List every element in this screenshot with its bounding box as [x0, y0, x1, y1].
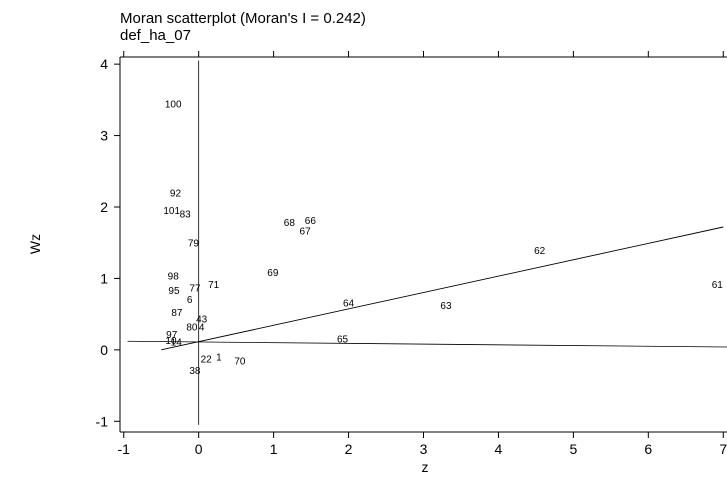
point-label: 70 — [234, 357, 246, 368]
point-label: 38 — [189, 366, 201, 377]
point-label: 87 — [171, 308, 183, 319]
x-tick-label: 5 — [569, 441, 577, 457]
point-label: 61 — [712, 280, 724, 291]
point-label: 101 — [163, 206, 180, 217]
point-label: 14 — [171, 337, 183, 348]
x-tick-label: 0 — [195, 441, 203, 457]
chart-subtitle: def_ha_07 — [120, 27, 191, 44]
point-label: 79 — [188, 239, 200, 250]
horizontal-reference-line — [127, 340, 727, 348]
point-label: 80 — [186, 322, 198, 333]
regression-line — [161, 226, 724, 351]
point-label: 83 — [180, 209, 192, 220]
x-tick-label: 3 — [420, 441, 428, 457]
point-label: 43 — [196, 314, 208, 325]
x-tick-label: 2 — [345, 441, 353, 457]
x-tick-label: 7 — [719, 441, 727, 457]
point-label: 69 — [267, 268, 279, 279]
y-tick-label: 4 — [100, 56, 108, 72]
point-label: 63 — [440, 301, 452, 312]
x-tick-label: 1 — [270, 441, 278, 457]
point-label: 1 — [216, 352, 222, 363]
point-label: 6 — [187, 295, 193, 306]
point-label: 92 — [170, 189, 182, 200]
point-label: 62 — [534, 246, 546, 257]
y-tick-label: 2 — [100, 199, 108, 215]
y-tick-label: 3 — [100, 128, 108, 144]
point-label: 22 — [201, 354, 213, 365]
point-label: 97 — [166, 330, 178, 341]
x-tick-label: -1 — [118, 441, 131, 457]
point-label: 68 — [284, 218, 296, 229]
x-axis-title: z — [422, 459, 429, 475]
point-label: 10 — [165, 336, 177, 347]
y-axis-title: Wz — [27, 234, 43, 254]
point-label: 98 — [168, 272, 180, 283]
y-tick-label: 0 — [100, 342, 108, 358]
point-label: 100 — [165, 99, 182, 110]
point-label: 66 — [305, 216, 317, 227]
point-label: 65 — [337, 334, 349, 345]
point-label: 77 — [189, 284, 201, 295]
chart-title: Moran scatterplot (Moran's I = 0.242) — [120, 10, 366, 27]
point-label: 95 — [168, 286, 180, 297]
y-tick-label: -1 — [96, 413, 109, 429]
x-tick-label: 4 — [495, 441, 503, 457]
x-tick-label: 6 — [644, 441, 652, 457]
point-label: 64 — [343, 299, 355, 310]
point-label: 67 — [300, 227, 312, 238]
y-tick-label: 1 — [100, 270, 108, 286]
point-label: 71 — [208, 280, 220, 291]
point-label: 4 — [199, 322, 205, 333]
